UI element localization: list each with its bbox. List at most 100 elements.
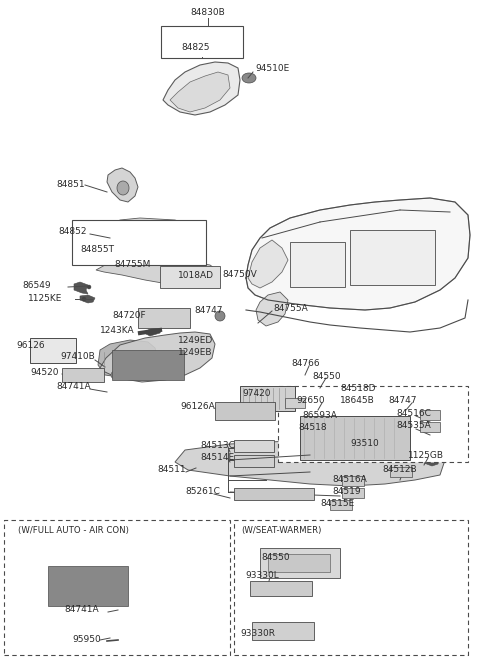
Text: 84518D: 84518D (340, 384, 375, 392)
Text: 85261C: 85261C (185, 487, 220, 497)
Polygon shape (258, 594, 330, 614)
Bar (160, 266, 220, 288)
Polygon shape (256, 292, 288, 326)
Bar (420, 422, 440, 432)
Text: 84516A: 84516A (332, 475, 367, 483)
Ellipse shape (49, 571, 67, 589)
Bar (112, 350, 184, 380)
Bar (342, 488, 364, 498)
Text: 84720F: 84720F (112, 311, 145, 319)
Polygon shape (163, 62, 240, 115)
Bar (285, 398, 305, 408)
Text: 1243KA: 1243KA (100, 325, 134, 335)
Text: 84515E: 84515E (320, 499, 354, 507)
Ellipse shape (82, 297, 86, 301)
Polygon shape (107, 168, 138, 202)
Polygon shape (170, 72, 230, 112)
Polygon shape (146, 327, 162, 336)
Text: 84747: 84747 (388, 396, 417, 404)
Bar (300, 416, 410, 460)
Ellipse shape (336, 402, 340, 406)
Polygon shape (424, 454, 440, 466)
Ellipse shape (357, 440, 367, 450)
Ellipse shape (63, 608, 72, 616)
Bar (420, 410, 440, 420)
Text: 94520: 94520 (30, 367, 59, 376)
Text: 84750V: 84750V (222, 270, 257, 278)
Ellipse shape (242, 73, 256, 83)
Bar (260, 548, 340, 578)
Text: 84550: 84550 (262, 552, 290, 562)
Ellipse shape (215, 311, 225, 321)
Bar (252, 622, 314, 640)
Bar (240, 386, 295, 411)
Text: 92650: 92650 (296, 396, 324, 404)
Text: 84825: 84825 (182, 42, 210, 52)
Text: 1125KE: 1125KE (28, 293, 62, 303)
Text: (W/FULL AUTO - AIR CON): (W/FULL AUTO - AIR CON) (18, 525, 129, 535)
Bar (350, 230, 435, 285)
Text: 84747: 84747 (194, 305, 223, 315)
Text: 84741A: 84741A (64, 604, 98, 614)
Bar (330, 500, 352, 510)
Text: 84519: 84519 (332, 487, 360, 495)
Text: 86593A: 86593A (302, 410, 337, 420)
Text: 96126A: 96126A (180, 402, 215, 410)
Text: (W/SEAT-WARMER): (W/SEAT-WARMER) (241, 525, 322, 535)
Ellipse shape (114, 352, 130, 368)
Polygon shape (248, 240, 288, 288)
Bar (234, 520, 468, 655)
Bar (234, 440, 274, 452)
Bar (268, 554, 330, 572)
Ellipse shape (190, 49, 202, 57)
Ellipse shape (167, 352, 183, 368)
Bar (161, 26, 243, 58)
Bar (278, 386, 468, 462)
Text: 84512B: 84512B (382, 465, 417, 475)
Text: 86549: 86549 (22, 280, 50, 290)
Ellipse shape (191, 247, 199, 255)
Polygon shape (100, 332, 215, 382)
Text: 97410B: 97410B (60, 351, 95, 361)
Bar (234, 488, 314, 500)
Bar (290, 242, 345, 287)
Ellipse shape (48, 608, 57, 616)
Ellipse shape (111, 571, 129, 589)
Text: 1125GB: 1125GB (408, 452, 444, 461)
Text: 18645B: 18645B (340, 396, 375, 404)
Text: 97420: 97420 (242, 388, 271, 398)
Ellipse shape (355, 398, 365, 408)
Ellipse shape (93, 635, 107, 647)
Text: 84855T: 84855T (80, 244, 114, 254)
Ellipse shape (340, 398, 350, 408)
Polygon shape (74, 282, 88, 294)
Polygon shape (25, 548, 168, 624)
Polygon shape (98, 340, 158, 378)
Polygon shape (175, 435, 445, 486)
Text: 1018AD: 1018AD (178, 270, 214, 280)
Text: 84550: 84550 (312, 371, 341, 380)
Bar (215, 402, 275, 420)
Text: 84755A: 84755A (273, 303, 308, 313)
Ellipse shape (96, 608, 105, 616)
Ellipse shape (87, 285, 91, 289)
Text: 84851: 84851 (56, 179, 84, 189)
Bar (138, 308, 190, 328)
Ellipse shape (166, 231, 184, 245)
Ellipse shape (126, 371, 134, 379)
Text: 95950: 95950 (72, 635, 101, 645)
Bar (4, 520, 230, 655)
Text: 93510: 93510 (350, 438, 379, 448)
Bar (72, 220, 206, 265)
Text: 1249ED: 1249ED (178, 335, 213, 345)
Text: 84830B: 84830B (191, 7, 226, 17)
Ellipse shape (80, 608, 88, 616)
Text: 84518: 84518 (298, 424, 326, 432)
Polygon shape (80, 295, 95, 303)
Text: 84516C: 84516C (396, 408, 431, 418)
Text: 96126: 96126 (16, 341, 45, 349)
Bar (48, 566, 128, 606)
Bar (342, 476, 364, 486)
Bar (30, 338, 76, 363)
Text: 84511: 84511 (157, 465, 186, 475)
